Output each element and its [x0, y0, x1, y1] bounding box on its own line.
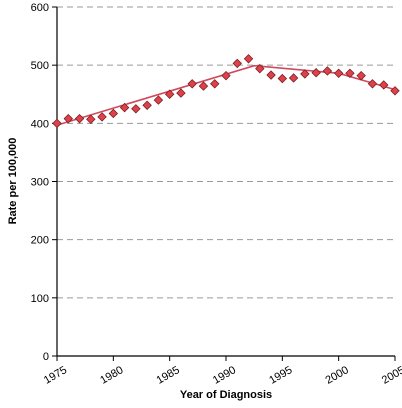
x-tick-label: 1995 — [267, 364, 294, 387]
data-point — [131, 104, 141, 114]
gridlines — [57, 6, 395, 299]
data-point — [210, 79, 220, 89]
data-point — [108, 108, 119, 119]
y-tick-label: 0 — [43, 351, 49, 363]
y-tick-label: 500 — [31, 60, 49, 72]
y-tick-label: 400 — [31, 118, 49, 130]
data-point — [277, 73, 288, 84]
data-point — [345, 68, 355, 79]
y-tick-label: 300 — [31, 177, 49, 189]
data-point — [176, 88, 186, 98]
data-point — [367, 79, 378, 89]
data-point — [379, 80, 389, 90]
y-tick-label: 600 — [31, 2, 49, 14]
x-tick-label: 1975 — [42, 364, 69, 387]
x-tick-label: 1990 — [211, 364, 238, 387]
data-point — [153, 95, 164, 105]
data-point — [221, 70, 231, 81]
x-tick-label: 1980 — [98, 364, 125, 387]
data-point — [119, 102, 130, 113]
data-point — [164, 89, 175, 99]
trend-line-layer — [56, 64, 396, 126]
data-point — [300, 69, 310, 79]
axes — [52, 6, 396, 361]
data-point — [63, 113, 73, 124]
data-point — [142, 100, 152, 110]
data-point — [198, 81, 209, 91]
tick-labels: 0 100 200 300 400 500 600 1975 1980 1985 1990 1995 2… — [31, 2, 402, 387]
data-point — [243, 54, 254, 64]
data-point — [97, 112, 107, 122]
x-tick-label: 2000 — [324, 364, 351, 387]
y-tick-label: 200 — [31, 235, 49, 247]
x-tick-label: 2005 — [380, 364, 402, 387]
data-point — [232, 58, 242, 69]
data-point — [266, 70, 276, 80]
y-axis-title: Rate per 100,000 — [7, 138, 19, 225]
data-points — [52, 54, 400, 129]
x-tick-label: 1985 — [155, 364, 182, 387]
data-point — [74, 113, 85, 124]
data-point — [187, 79, 197, 89]
trend-line — [56, 64, 396, 126]
data-point — [52, 118, 62, 129]
data-point — [86, 114, 96, 124]
data-point — [356, 70, 366, 81]
data-point — [390, 86, 400, 96]
data-point — [333, 68, 344, 79]
data-point — [322, 66, 333, 76]
x-axis-title: Year of Diagnosis — [180, 389, 272, 401]
y-tick-label: 100 — [31, 293, 49, 305]
data-point — [255, 63, 265, 74]
data-point — [311, 68, 321, 78]
data-point — [288, 73, 299, 83]
